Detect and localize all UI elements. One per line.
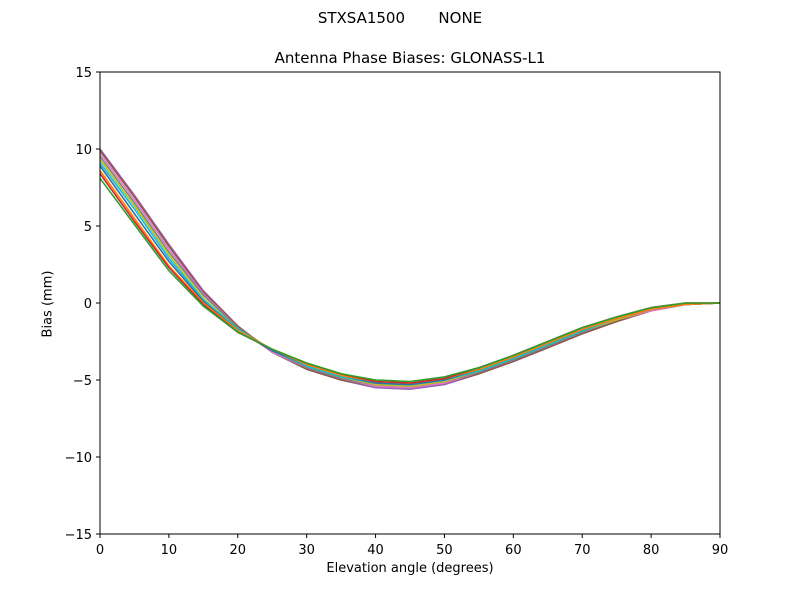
x-tick-label: 40 — [367, 543, 384, 558]
series-line-4 — [99, 156, 721, 387]
series-line-3 — [99, 153, 721, 389]
x-axis-label: Elevation angle (degrees) — [326, 561, 494, 576]
chart-title: Antenna Phase Biases: GLONASS-L1 — [274, 49, 546, 67]
y-tick-label: 5 — [84, 220, 92, 235]
y-tick-label: 0 — [84, 297, 92, 312]
series-line-10 — [99, 177, 720, 383]
series-line-5 — [99, 159, 721, 387]
plot-frame — [99, 71, 721, 535]
series-line-2 — [99, 150, 721, 389]
series-line-7 — [99, 165, 721, 386]
x-tick-label: 10 — [161, 543, 178, 558]
x-tick-label: 20 — [230, 543, 247, 558]
x-tick-label: 50 — [436, 543, 453, 558]
y-tick-label: 10 — [75, 143, 92, 158]
series-line-6 — [99, 162, 721, 386]
x-axis-ticks: 0 10 20 30 40 50 60 70 80 90 — [96, 534, 728, 558]
x-tick-label: 80 — [643, 543, 660, 558]
x-tick-label: 0 — [96, 543, 104, 558]
series-layer — [99, 148, 721, 390]
y-tick-label: −10 — [65, 451, 92, 466]
station-name: STXSA1500 — [317, 9, 406, 27]
x-tick-label: 70 — [574, 543, 591, 558]
series-line-1 — [99, 148, 721, 390]
y-tick-label: −5 — [73, 374, 92, 389]
y-axis-ticks: −15 −10 −5 0 5 10 15 — [65, 66, 100, 543]
x-tick-label: 60 — [505, 543, 522, 558]
x-tick-label: 30 — [298, 543, 315, 558]
y-tick-label: −15 — [65, 528, 92, 543]
y-axis-label: Bias (mm) — [40, 270, 56, 338]
figure-suptitle: STXSA1500 NONE — [0, 9, 800, 27]
radome-name: NONE — [438, 9, 483, 27]
y-tick-label: 15 — [75, 66, 92, 81]
x-tick-label: 90 — [712, 543, 729, 558]
